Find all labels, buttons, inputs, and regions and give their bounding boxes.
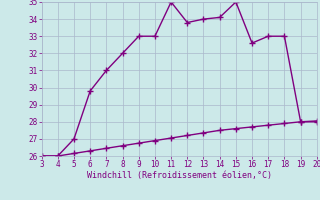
X-axis label: Windchill (Refroidissement éolien,°C): Windchill (Refroidissement éolien,°C) — [87, 171, 272, 180]
